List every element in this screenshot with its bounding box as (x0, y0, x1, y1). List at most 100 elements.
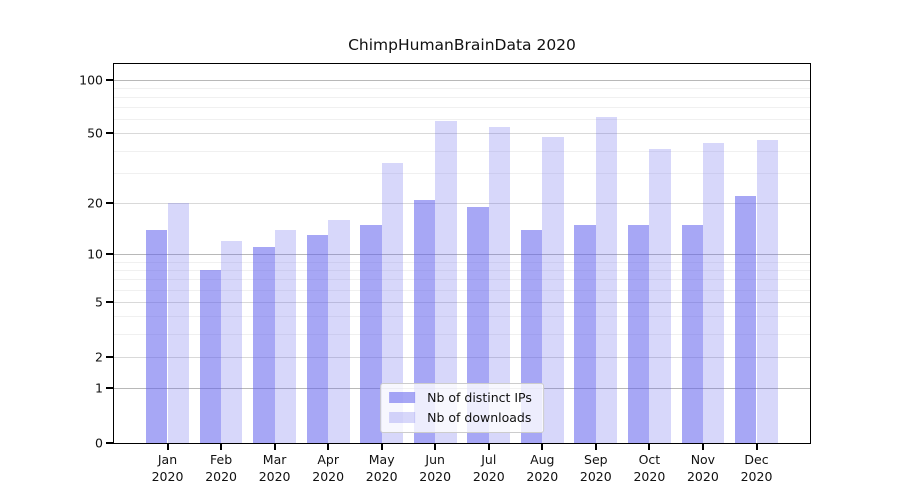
bar (146, 229, 168, 443)
y-tick-mark (106, 78, 113, 81)
x-tick-year: 2020 (472, 469, 505, 485)
legend-row: Nb of distinct IPs (389, 390, 532, 405)
x-tick-month: Apr (317, 452, 339, 467)
major-gridline (114, 356, 810, 358)
y-tick-mark (106, 355, 113, 358)
x-tick-month: Jun (425, 452, 445, 467)
x-tick-mark (594, 444, 597, 450)
y-tick-label: 2 (95, 349, 103, 364)
bar (595, 116, 618, 443)
chart-title: ChimpHumanBrainData 2020 (348, 36, 576, 54)
bar (413, 199, 436, 443)
y-tick-mark (106, 202, 113, 205)
bar (221, 241, 243, 443)
x-tick-label: Nov 2020 (671, 451, 735, 486)
bar (253, 247, 275, 443)
minor-gridline (114, 96, 810, 98)
x-tick-mark (220, 444, 223, 450)
x-tick-mark (273, 444, 276, 450)
minor-gridline (114, 316, 810, 318)
bar (574, 224, 596, 443)
plot-area: Nb of distinct IPs Nb of downloads (113, 63, 811, 444)
minor-gridline (114, 261, 810, 263)
x-tick-month: Feb (210, 452, 233, 467)
x-tick-month: Jul (481, 452, 497, 467)
bar (199, 270, 222, 443)
y-tick-label: 5 (95, 294, 103, 310)
bar (702, 143, 725, 443)
minor-gridline (114, 150, 810, 152)
x-tick-year: 2020 (419, 469, 452, 485)
y-tick-label: 0 (95, 435, 103, 451)
major-gridline (114, 301, 810, 303)
x-tick-label: Apr 2020 (296, 451, 360, 486)
y-tick-mark (106, 132, 113, 135)
legend-swatch-icon (389, 392, 416, 403)
y-tick-mark (106, 253, 113, 256)
bar (681, 224, 703, 443)
x-tick-label: Feb 2020 (189, 451, 253, 486)
x-tick-year: 2020 (740, 469, 773, 485)
bar (488, 127, 511, 443)
minor-gridline (114, 172, 810, 174)
bar (274, 229, 296, 443)
bars-layer (114, 64, 810, 443)
bar (360, 224, 382, 443)
x-tick-mark (380, 444, 383, 450)
bar (628, 224, 650, 443)
x-tick-mark (701, 444, 704, 450)
x-tick-mark (434, 444, 437, 450)
minor-gridline (114, 87, 810, 89)
bar (381, 163, 404, 443)
legend-label: Nb of distinct IPs (427, 390, 532, 405)
x-tick-month: May (368, 452, 395, 467)
x-tick-month: Nov (690, 452, 716, 467)
legend: Nb of distinct IPs Nb of downloads (380, 383, 544, 433)
x-tick-year: 2020 (579, 469, 612, 485)
x-tick-label: Jan 2020 (136, 451, 200, 486)
x-tick-month: Aug (530, 452, 555, 467)
x-tick-year: 2020 (151, 469, 184, 485)
bar (328, 219, 350, 443)
bar (306, 235, 329, 443)
x-tick-label: Oct 2020 (617, 451, 681, 486)
minor-gridline (114, 270, 810, 271)
major-gridline (114, 203, 810, 205)
x-tick-label: May 2020 (350, 451, 414, 486)
minor-gridline (114, 279, 810, 281)
minor-gridline (114, 289, 810, 291)
x-tick-mark (487, 444, 490, 450)
x-tick-month: Mar (262, 452, 287, 467)
x-tick-label: Jul 2020 (457, 451, 521, 486)
legend-swatch-icon (389, 412, 416, 423)
y-tick-mark (106, 442, 113, 444)
bar (649, 148, 671, 443)
minor-gridline (114, 333, 810, 335)
x-tick-year: 2020 (686, 469, 719, 485)
x-tick-year: 2020 (633, 469, 666, 485)
minor-gridline (114, 107, 810, 109)
x-tick-label: Mar 2020 (243, 451, 307, 486)
x-tick-month: Sep (584, 452, 608, 467)
x-tick-year: 2020 (258, 469, 291, 485)
legend-label: Nb of downloads (427, 410, 532, 425)
x-tick-year: 2020 (312, 469, 345, 485)
x-tick-mark (755, 444, 758, 450)
major-gridline (114, 79, 810, 81)
x-tick-mark (327, 444, 330, 450)
x-tick-month: Oct (638, 452, 661, 467)
y-tick-label: 50 (87, 125, 103, 141)
x-tick-month: Jan (157, 452, 178, 467)
x-tick-month: Dec (744, 452, 769, 467)
x-tick-mark (541, 444, 544, 450)
x-tick-year: 2020 (205, 469, 237, 485)
y-tick-label: 20 (87, 195, 103, 211)
x-tick-label: Aug 2020 (510, 451, 574, 486)
x-tick-mark (648, 444, 651, 450)
x-tick-year: 2020 (365, 469, 398, 485)
minor-gridline (114, 119, 810, 121)
major-gridline (114, 254, 810, 256)
legend-row: Nb of downloads (389, 410, 532, 425)
x-tick-label: Sep 2020 (564, 451, 628, 486)
